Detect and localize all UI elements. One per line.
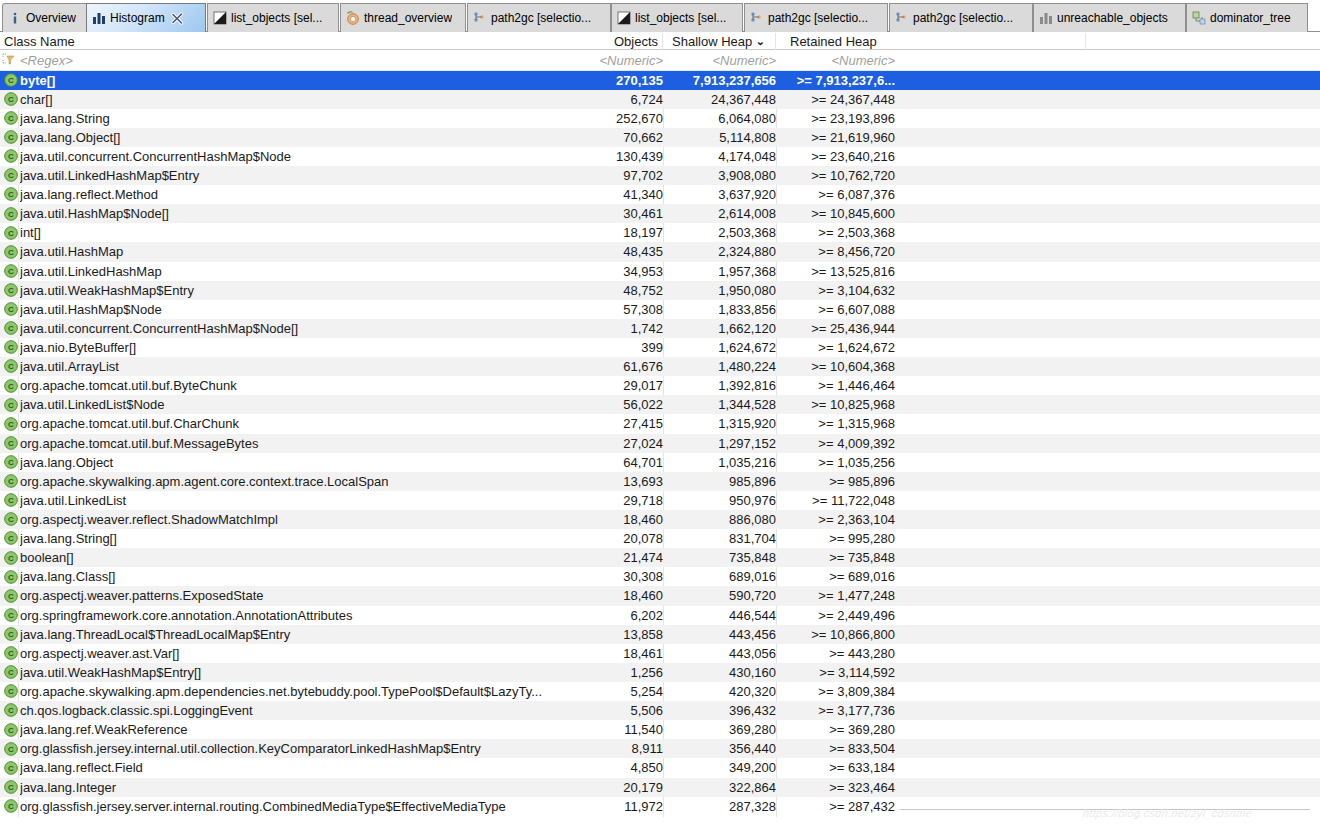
svg-text:C: C [8, 706, 14, 715]
svg-text:C: C [8, 764, 14, 773]
svg-text:C: C [8, 630, 14, 639]
svg-text:C: C [8, 802, 14, 811]
svg-text:C: C [8, 190, 14, 199]
svg-text:C: C [8, 515, 14, 524]
svg-text:C: C [8, 592, 14, 601]
svg-text:C: C [8, 687, 14, 696]
svg-text:C: C [8, 171, 14, 180]
svg-text:C: C [8, 554, 14, 563]
svg-text:C: C [8, 534, 14, 543]
svg-text:C: C [8, 133, 14, 142]
svg-text:C: C [8, 458, 14, 467]
svg-text:C: C [8, 401, 14, 410]
svg-text:C: C [8, 382, 14, 391]
svg-text:C: C [8, 420, 14, 429]
svg-text:C: C [8, 305, 14, 314]
svg-text:C: C [8, 267, 14, 276]
svg-text:C: C [8, 95, 14, 104]
svg-text:C: C [8, 114, 14, 123]
svg-text:C: C [8, 668, 14, 677]
svg-text:C: C [8, 745, 14, 754]
svg-text:C: C [8, 439, 14, 448]
svg-text:C: C [8, 783, 14, 792]
svg-text:C: C [8, 343, 14, 352]
svg-text:C: C [8, 286, 14, 295]
svg-text:C: C [8, 229, 14, 238]
svg-text:C: C [8, 210, 14, 219]
svg-text:C: C [8, 362, 14, 371]
svg-text:C: C [8, 611, 14, 620]
svg-text:C: C [8, 649, 14, 658]
svg-text:C: C [8, 76, 14, 85]
svg-text:C: C [8, 477, 14, 486]
svg-text:C: C [8, 152, 14, 161]
svg-text:C: C [8, 324, 14, 333]
svg-text:C: C [8, 726, 14, 735]
svg-text:C: C [8, 248, 14, 257]
svg-text:C: C [8, 573, 14, 582]
svg-text:C: C [8, 496, 14, 505]
